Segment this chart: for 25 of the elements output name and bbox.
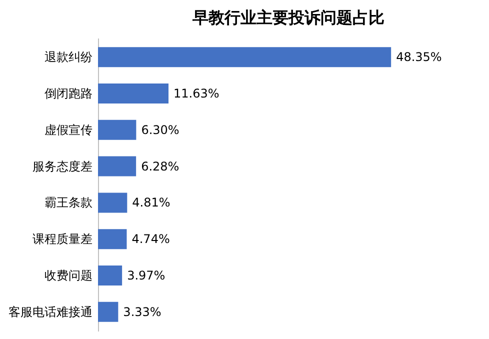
- data-label: 3.97%: [127, 268, 166, 282]
- bar: [98, 192, 128, 213]
- bar: [98, 83, 168, 104]
- y-tick-label: 客服电话难接通: [8, 304, 92, 319]
- bar: [98, 229, 127, 250]
- y-tick-label: 虚假宣传: [44, 122, 92, 137]
- bar: [98, 156, 136, 176]
- y-tick-label: 课程质量差: [32, 232, 92, 246]
- bar: [98, 120, 136, 140]
- y-tick-label: 收费问题: [44, 268, 92, 282]
- data-label: 11.63%: [173, 86, 220, 101]
- data-label: 4.81%: [132, 196, 170, 210]
- data-label: 6.30%: [141, 122, 180, 137]
- bar: [98, 302, 118, 322]
- y-tick-label: 霸王条款: [44, 196, 92, 210]
- data-label: 4.74%: [132, 232, 170, 246]
- bar: [98, 47, 392, 68]
- bar: [98, 265, 122, 286]
- data-label: 3.33%: [123, 304, 162, 319]
- data-label: 6.28%: [141, 159, 180, 174]
- y-tick-label: 退款纠纷: [44, 50, 92, 64]
- y-tick-label: 服务态度差: [32, 159, 92, 174]
- chart-title: 早教行业主要投诉问题占比: [192, 8, 384, 27]
- y-tick-label: 倒闭跑路: [44, 86, 92, 101]
- data-label: 48.35%: [396, 50, 442, 64]
